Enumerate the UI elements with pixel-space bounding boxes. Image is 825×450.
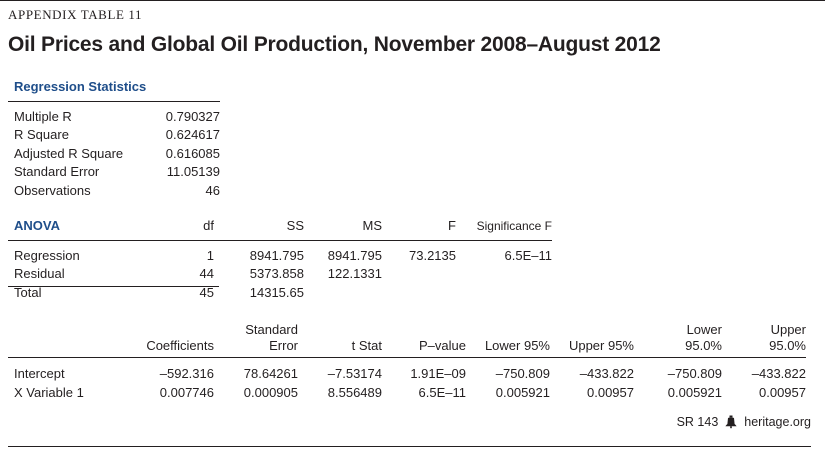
appendix-label: APPENDIX TABLE 11 [8, 7, 143, 22]
liberty-bell-icon [724, 415, 738, 429]
row-label: Total [14, 284, 42, 300]
table-header-row: ANOVA df SS MS F Significance F [8, 217, 552, 241]
row-label: Intercept [14, 366, 65, 381]
row-label: Regression [14, 247, 80, 263]
stat-label: Adjusted R Square [14, 145, 124, 161]
anova-heading: ANOVA [8, 217, 162, 241]
stat-label: Observations [14, 182, 91, 198]
table-row: Residual 44 5373.858 122.1331 [8, 265, 552, 284]
coefficients-table: Coefficients Standard Error t Stat P–valu… [8, 322, 806, 402]
coefficient-cell: –592.316 [159, 366, 214, 381]
table-row: Intercept –592.316 78.64261 –7.53174 1.9… [8, 358, 806, 384]
column-header: t Stat [298, 322, 382, 358]
ms-cell: 122.1331 [327, 266, 382, 281]
stat-value: 0.624617 [165, 127, 220, 142]
df-cell: 1 [206, 247, 214, 263]
column-header: P–value [382, 322, 466, 358]
table-header-row: Coefficients Standard Error t Stat P–valu… [8, 322, 806, 358]
column-header-spacer [8, 322, 118, 358]
lower-95-cell: –750.809 [495, 366, 550, 381]
df-cell: 45 [199, 284, 214, 300]
coefficient-cell: 0.007746 [159, 384, 214, 400]
stat-label: Multiple R [14, 108, 72, 124]
top-rule [0, 0, 825, 1]
f-cell: 73.2135 [409, 247, 456, 263]
ss-cell: 14315.65 [249, 284, 304, 300]
column-header: SS [214, 217, 304, 241]
stat-value: 46 [205, 182, 220, 198]
t-stat-cell: –7.53174 [327, 366, 382, 381]
standard-error-cell: 0.000905 [243, 384, 298, 400]
column-header: Coefficients [118, 322, 214, 358]
column-header: df [162, 217, 214, 241]
page-title: Oil Prices and Global Oil Production, No… [8, 33, 661, 56]
lower-95-cell: 0.005921 [495, 384, 550, 400]
lower-95-0-cell: –750.809 [667, 366, 722, 381]
regression-statistics-table: Regression Statistics Multiple R 0.79032… [8, 78, 220, 200]
table-row: Observations 46 [8, 182, 220, 201]
row-label: X Variable 1 [14, 384, 84, 400]
f-cell [382, 284, 456, 303]
upper-95-0-cell: –433.822 [751, 366, 806, 381]
stat-label: R Square [14, 127, 69, 142]
footer: SR 143 heritage.org [677, 415, 811, 429]
f-cell [382, 265, 456, 284]
regression-statistics-heading: Regression Statistics [8, 78, 220, 102]
site-link[interactable]: heritage.org [744, 415, 811, 429]
header-line: Lower [686, 322, 722, 337]
ss-cell: 8941.795 [249, 247, 304, 263]
table-row: R Square 0.624617 [8, 126, 220, 145]
header-line: 95.0% [769, 338, 806, 353]
header-line: Standard [245, 322, 298, 337]
header-line: Error [269, 338, 298, 353]
t-stat-cell: 8.556489 [327, 384, 382, 400]
upper-95-cell: –433.822 [579, 366, 634, 381]
stat-value: 0.790327 [165, 108, 220, 124]
stat-label: Standard Error [14, 164, 100, 179]
bottom-rule [8, 446, 811, 447]
anova-bottom-rule [8, 286, 219, 287]
df-cell: 44 [199, 266, 214, 281]
ss-cell: 5373.858 [249, 266, 304, 281]
header-line: Upper [770, 322, 806, 337]
column-header: Standard Error [214, 322, 298, 358]
anova-table: ANOVA df SS MS F Significance F Regressi… [8, 217, 552, 302]
stat-value: 11.05139 [166, 164, 220, 179]
significance-cell: 6.5E–11 [504, 247, 552, 263]
column-header: Upper 95% [550, 322, 634, 358]
header-line: 95.0% [685, 338, 722, 353]
upper-95-cell: 0.00957 [587, 384, 634, 400]
upper-95-0-cell: 0.00957 [759, 384, 806, 400]
table-row: Adjusted R Square 0.616085 [8, 145, 220, 164]
column-header: Lower 95% [466, 322, 550, 358]
report-number: SR 143 [676, 415, 719, 429]
significance-cell [456, 284, 552, 303]
column-header: Lower 95.0% [634, 322, 722, 358]
column-header: MS [304, 217, 382, 241]
table-row: Multiple R 0.790327 [8, 101, 220, 126]
p-value-cell: 1.91E–09 [410, 366, 466, 381]
table-row: Regression 1 8941.795 8941.795 73.2135 6… [8, 240, 552, 265]
column-header: Upper 95.0% [722, 322, 806, 358]
stat-value: 0.616085 [165, 145, 220, 161]
table-row: X Variable 1 0.007746 0.000905 8.556489 … [8, 384, 806, 403]
table-row: Standard Error 11.05139 [8, 163, 220, 182]
table-row: Total 45 14315.65 [8, 284, 552, 303]
row-label: Residual [14, 266, 65, 281]
significance-cell [456, 265, 552, 284]
standard-error-cell: 78.64261 [243, 366, 298, 381]
column-header: Significance F [456, 217, 552, 241]
column-header: F [382, 217, 456, 241]
p-value-cell: 6.5E–11 [418, 384, 466, 400]
ms-cell: 8941.795 [327, 247, 382, 263]
lower-95-0-cell: 0.005921 [667, 384, 722, 400]
ms-cell [304, 284, 382, 303]
